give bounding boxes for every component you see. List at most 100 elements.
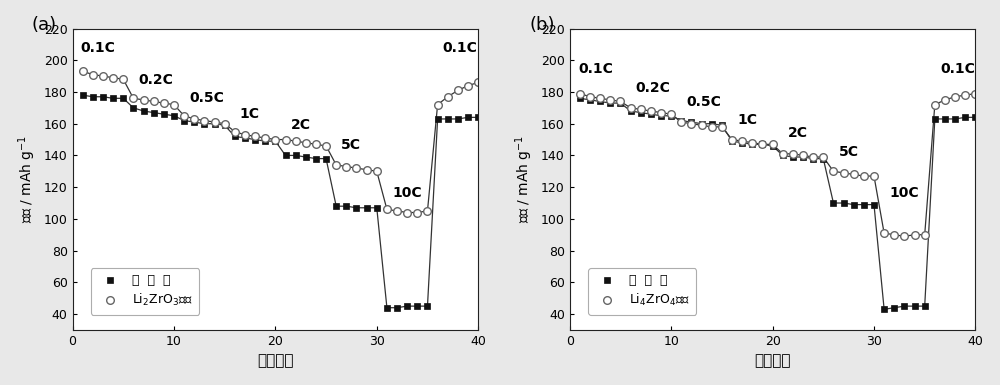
Li$_2$ZrO$_3$包覆 <box>138 97 150 102</box>
未  包  覆 <box>736 141 748 145</box>
Li$_4$ZrO$_4$包覆 <box>909 233 921 237</box>
未  包  覆 <box>320 156 332 161</box>
未  包  覆 <box>949 117 961 121</box>
Text: 0.5C: 0.5C <box>686 95 721 109</box>
未  包  覆 <box>198 121 210 126</box>
Li$_4$ZrO$_4$包覆 <box>817 155 829 159</box>
Li$_2$ZrO$_3$包覆 <box>350 166 362 171</box>
未  包  覆 <box>350 206 362 210</box>
Li$_4$ZrO$_4$包覆 <box>777 152 789 156</box>
Li$_2$ZrO$_3$包覆 <box>411 210 423 215</box>
未  包  覆 <box>685 120 697 124</box>
未  包  覆 <box>959 115 971 120</box>
未  包  覆 <box>645 112 657 117</box>
未  包  覆 <box>188 120 200 124</box>
未  包  覆 <box>290 153 302 158</box>
未  包  覆 <box>472 115 484 120</box>
Li$_4$ZrO$_4$包覆 <box>949 94 961 99</box>
Text: 2C: 2C <box>291 118 311 132</box>
Line: 未  包  覆: 未 包 覆 <box>577 95 979 312</box>
Li$_2$ZrO$_3$包覆 <box>168 102 180 107</box>
未  包  覆 <box>452 117 464 121</box>
Line: Li$_2$ZrO$_3$包覆: Li$_2$ZrO$_3$包覆 <box>79 67 482 216</box>
未  包  覆 <box>432 117 444 121</box>
Li$_2$ZrO$_3$包覆 <box>371 169 383 174</box>
Li$_4$ZrO$_4$包覆 <box>787 152 799 156</box>
Li$_4$ZrO$_4$包覆 <box>898 234 910 239</box>
未  包  覆 <box>726 139 738 144</box>
未  包  覆 <box>929 117 941 121</box>
未  包  覆 <box>148 110 160 115</box>
Li$_2$ZrO$_3$包覆 <box>269 137 281 142</box>
未  包  覆 <box>797 155 809 159</box>
Text: 1C: 1C <box>240 107 260 121</box>
未  包  覆 <box>371 206 383 210</box>
Li$_2$ZrO$_3$包覆 <box>462 83 474 88</box>
未  包  覆 <box>330 204 342 209</box>
Legend: 未  包  覆, Li$_2$ZrO$_3$包覆: 未 包 覆, Li$_2$ZrO$_3$包覆 <box>91 268 199 315</box>
Li$_2$ZrO$_3$包覆 <box>178 114 190 118</box>
未  包  覆 <box>178 118 190 123</box>
Li$_4$ZrO$_4$包覆 <box>929 102 941 107</box>
Li$_4$ZrO$_4$包覆 <box>716 125 728 129</box>
未  包  覆 <box>209 121 221 126</box>
Li$_2$ZrO$_3$包覆 <box>391 209 403 213</box>
Li$_4$ZrO$_4$包覆 <box>604 97 616 102</box>
Li$_4$ZrO$_4$包覆 <box>838 171 850 175</box>
未  包  覆 <box>340 204 352 209</box>
Li$_4$ZrO$_4$包覆 <box>665 112 677 117</box>
Li$_4$ZrO$_4$包覆 <box>726 137 738 142</box>
Li$_4$ZrO$_4$包覆 <box>919 233 931 237</box>
Li$_2$ZrO$_3$包覆 <box>381 207 393 212</box>
未  包  覆 <box>898 304 910 308</box>
Li$_4$ZrO$_4$包覆 <box>807 155 819 159</box>
未  包  覆 <box>746 142 758 147</box>
未  包  覆 <box>838 201 850 205</box>
Li$_2$ZrO$_3$包覆 <box>330 162 342 167</box>
Li$_2$ZrO$_3$包覆 <box>442 94 454 99</box>
Text: 10C: 10C <box>889 186 919 200</box>
Li$_4$ZrO$_4$包覆 <box>645 109 657 113</box>
未  包  覆 <box>391 305 403 310</box>
X-axis label: 循环圈数: 循环圈数 <box>754 353 791 368</box>
Li$_4$ZrO$_4$包覆 <box>868 174 880 178</box>
未  包  覆 <box>706 121 718 126</box>
未  包  覆 <box>219 123 231 127</box>
未  包  覆 <box>574 96 586 100</box>
Li$_4$ZrO$_4$包覆 <box>827 169 839 174</box>
Text: 1C: 1C <box>737 113 757 127</box>
未  包  覆 <box>158 112 170 117</box>
Li$_2$ZrO$_3$包覆 <box>97 74 109 79</box>
Li$_2$ZrO$_3$包覆 <box>117 77 129 82</box>
未  包  覆 <box>604 101 616 105</box>
Legend: 未  包  覆, Li$_4$ZrO$_4$包覆: 未 包 覆, Li$_4$ZrO$_4$包覆 <box>588 268 696 315</box>
Li$_4$ZrO$_4$包覆 <box>878 231 890 236</box>
Li$_2$ZrO$_3$包覆 <box>77 69 89 74</box>
未  包  覆 <box>361 206 373 210</box>
Text: 0.2C: 0.2C <box>636 81 671 95</box>
未  包  覆 <box>635 110 647 115</box>
Li$_4$ZrO$_4$包覆 <box>696 123 708 127</box>
Text: (a): (a) <box>32 17 57 35</box>
Li$_2$ZrO$_3$包覆 <box>158 101 170 105</box>
Li$_2$ZrO$_3$包覆 <box>361 167 373 172</box>
未  包  覆 <box>381 305 393 310</box>
Li$_2$ZrO$_3$包覆 <box>259 136 271 140</box>
未  包  覆 <box>614 101 626 105</box>
未  包  覆 <box>625 109 637 113</box>
Li$_4$ZrO$_4$包覆 <box>675 120 687 124</box>
Li$_4$ZrO$_4$包覆 <box>756 142 768 147</box>
未  包  覆 <box>756 142 768 147</box>
Li$_4$ZrO$_4$包覆 <box>939 97 951 102</box>
Li$_4$ZrO$_4$包覆 <box>959 93 971 97</box>
Line: 未  包  覆: 未 包 覆 <box>80 92 481 311</box>
未  包  覆 <box>584 97 596 102</box>
Line: Li$_4$ZrO$_4$包覆: Li$_4$ZrO$_4$包覆 <box>576 90 979 240</box>
未  包  覆 <box>117 96 129 100</box>
Text: 0.1C: 0.1C <box>81 42 116 55</box>
Li$_2$ZrO$_3$包覆 <box>219 121 231 126</box>
未  包  覆 <box>87 94 99 99</box>
未  包  覆 <box>421 304 433 308</box>
Text: (b): (b) <box>529 17 555 35</box>
未  包  覆 <box>269 139 281 144</box>
